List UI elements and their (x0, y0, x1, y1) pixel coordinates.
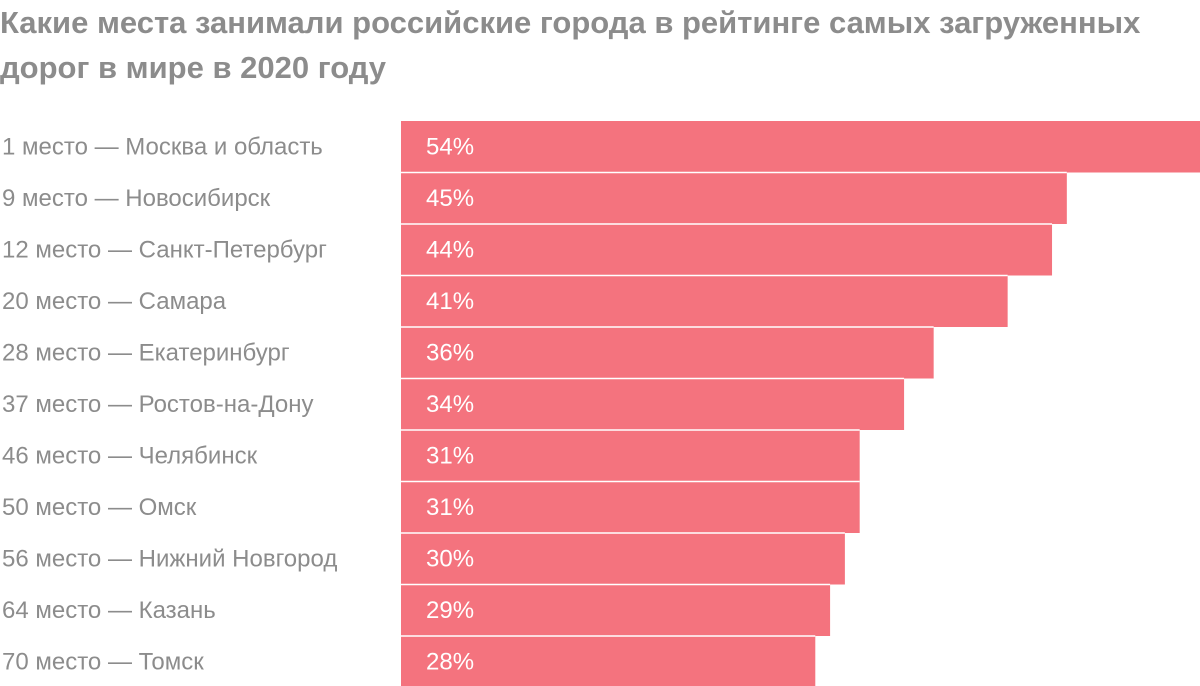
labels-layer: 1 место — Москва и область 54% 9 место — Н… (2, 133, 474, 675)
bar (401, 327, 934, 379)
bar-value-label: 30% (426, 545, 474, 572)
bar-value-label: 54% (426, 133, 474, 160)
category-label: 20 место — Самара (2, 288, 227, 315)
bar-value-label: 31% (426, 494, 474, 521)
bar (401, 121, 1200, 173)
bars-layer (401, 121, 1200, 686)
category-label: 12 место — Санкт-Петербург (2, 236, 327, 263)
bar (401, 533, 845, 585)
category-label: 46 место — Челябинск (2, 442, 258, 469)
bar-value-label: 36% (426, 339, 474, 366)
category-label: 1 место — Москва и область (2, 133, 323, 160)
bar (401, 636, 816, 686)
bar-value-label: 41% (426, 288, 474, 315)
category-label: 64 место — Казань (2, 597, 216, 624)
bar (401, 275, 1008, 327)
bar-value-label: 31% (426, 442, 474, 469)
category-label: 50 место — Омск (2, 494, 197, 521)
category-label: 37 место — Ростов-на-Дону (2, 391, 313, 418)
bar (401, 224, 1053, 276)
category-label: 28 место — Екатеринбург (2, 339, 290, 366)
bar (401, 430, 860, 482)
bar-value-label: 28% (426, 648, 474, 675)
bar (401, 481, 860, 533)
chart-title: Какие места занимали российские города в… (0, 5, 1141, 85)
bar (401, 378, 905, 430)
bar-value-label: 44% (426, 236, 474, 263)
category-label: 56 место — Нижний Новгород (2, 545, 337, 572)
bar (401, 172, 1067, 224)
bar (401, 584, 831, 636)
bar-value-label: 45% (426, 185, 474, 212)
bar-value-label: 34% (426, 391, 474, 418)
bar-value-label: 29% (426, 597, 474, 624)
category-label: 70 место — Томск (2, 648, 204, 675)
category-label: 9 место — Новосибирск (2, 185, 271, 212)
